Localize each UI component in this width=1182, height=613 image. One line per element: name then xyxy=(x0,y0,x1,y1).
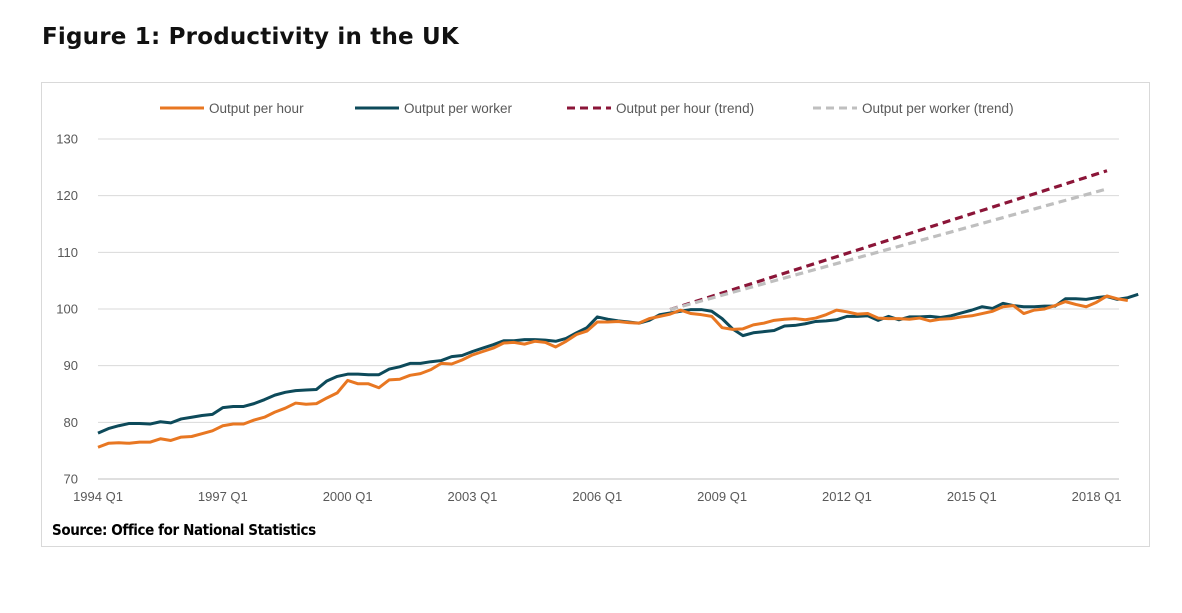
series-line-output-per-hour xyxy=(97,294,1129,449)
y-tick-label: 70 xyxy=(64,472,78,487)
y-tick-label: 90 xyxy=(64,358,78,373)
y-tick-label: 110 xyxy=(57,245,78,260)
series-lines xyxy=(97,169,1139,449)
x-tick-label: 2018 Q1 xyxy=(1072,489,1122,504)
x-tick-label: 2009 Q1 xyxy=(697,489,747,504)
y-axis-ticks: 70 80 90 100 110 120 130 xyxy=(56,132,78,487)
chart-container: 70 80 90 100 110 120 130 1994 Q1 1997 Q1 2000 Q1… xyxy=(41,82,1150,547)
x-tick-label: 1997 Q1 xyxy=(198,489,248,504)
x-tick-label: 2012 Q1 xyxy=(822,489,872,504)
y-tick-label: 100 xyxy=(56,302,78,317)
legend: Output per hour Output per worker Output p… xyxy=(160,101,1014,116)
x-tick-label: 1994 Q1 xyxy=(73,489,123,504)
source-note: Source: Office for National Statistics xyxy=(52,521,316,539)
y-tick-label: 80 xyxy=(64,415,78,430)
grid-lines xyxy=(98,138,1119,480)
series-line-output-per-hour-trend xyxy=(669,169,1108,312)
legend-label: Output per worker (trend) xyxy=(862,101,1014,116)
x-tick-label: 2015 Q1 xyxy=(947,489,997,504)
figure-title: Figure 1: Productivity in the UK xyxy=(42,24,459,50)
series-line-output-per-worker xyxy=(97,292,1139,435)
y-tick-label: 120 xyxy=(56,188,78,203)
x-axis-ticks: 1994 Q1 1997 Q1 2000 Q1 2003 Q1 2006 Q1 2009 … xyxy=(73,489,1121,504)
series-line-output-per-worker-trend xyxy=(669,187,1108,312)
legend-label: Output per hour (trend) xyxy=(616,101,754,116)
y-tick-label: 130 xyxy=(56,132,78,147)
x-tick-label: 2000 Q1 xyxy=(323,489,373,504)
x-tick-label: 2006 Q1 xyxy=(572,489,622,504)
x-tick-label: 2003 Q1 xyxy=(448,489,498,504)
line-chart: 70 80 90 100 110 120 130 1994 Q1 1997 Q1 2000 Q1… xyxy=(56,101,1139,504)
legend-label: Output per worker xyxy=(404,101,513,116)
legend-label: Output per hour xyxy=(209,101,304,116)
